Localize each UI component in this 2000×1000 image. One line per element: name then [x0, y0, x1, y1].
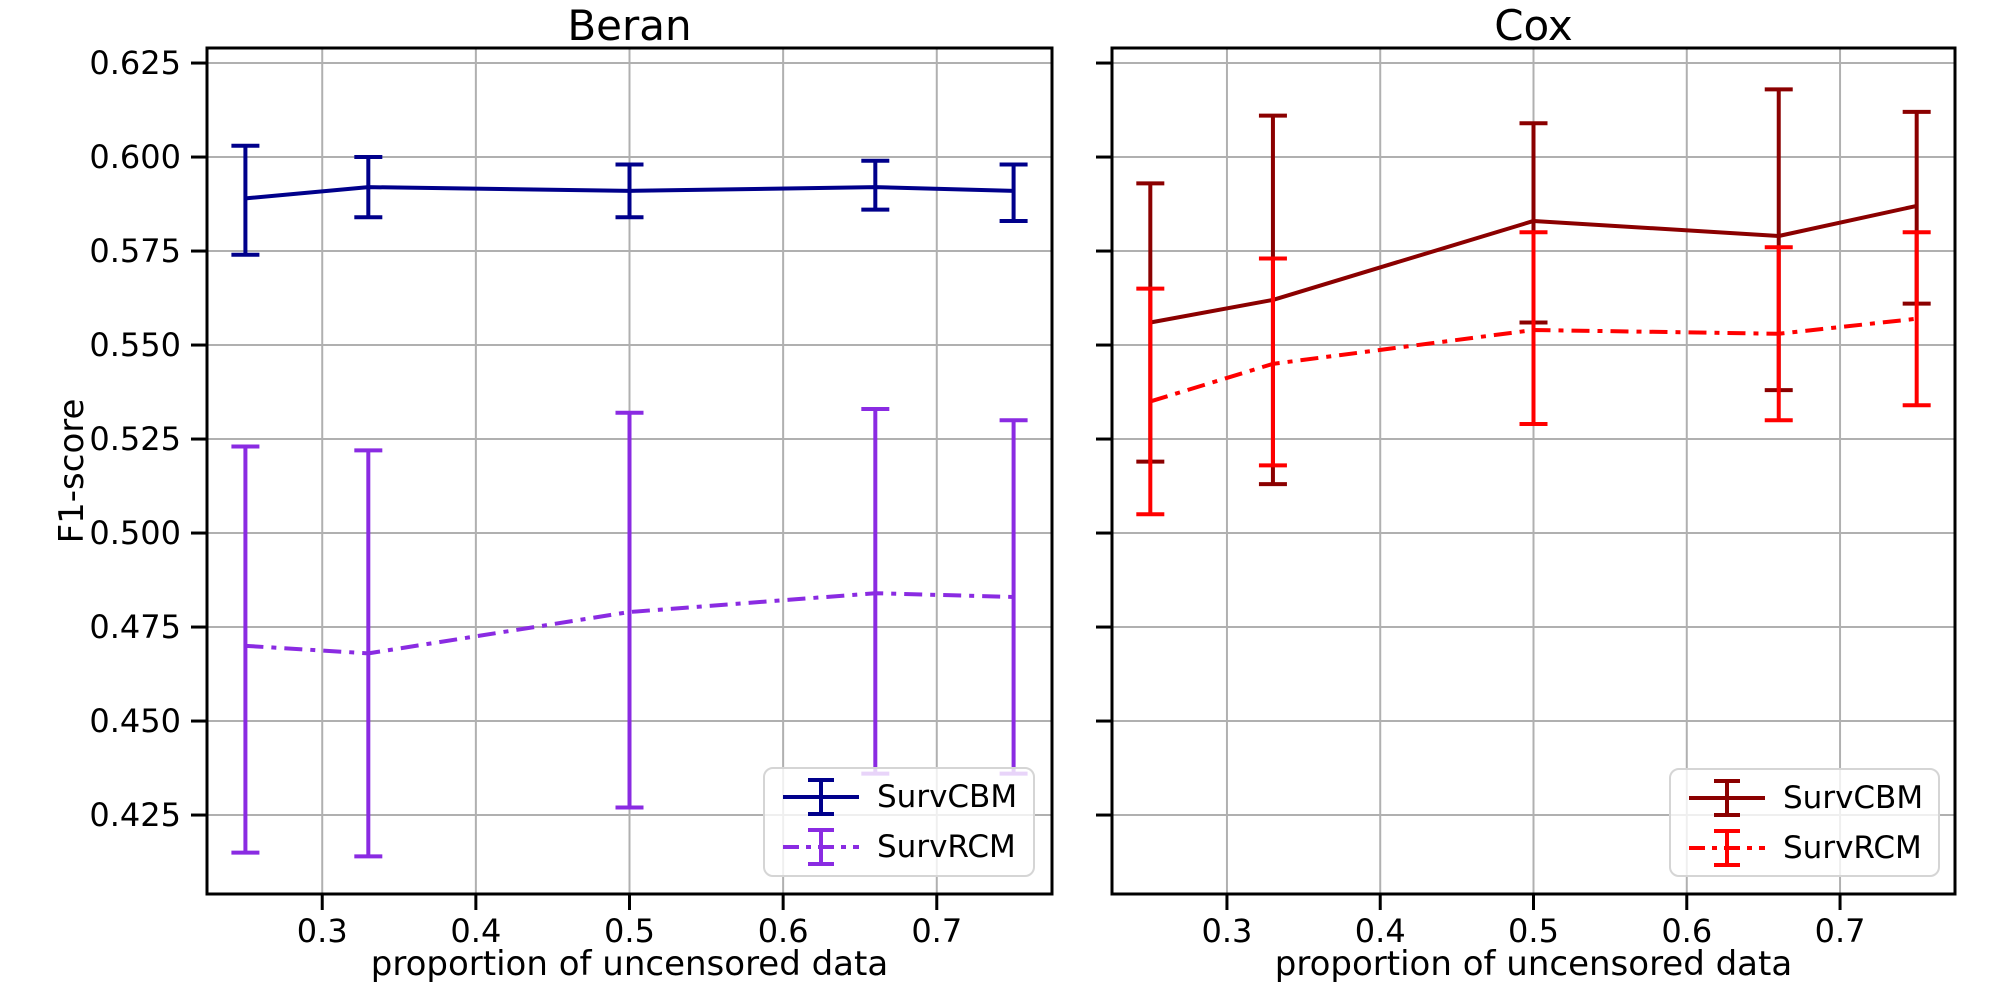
legend-label-survrcm: SurvRCM [1783, 829, 1922, 866]
x-tick-label: 0.7 [911, 912, 962, 950]
x-tick-label: 0.7 [1815, 912, 1866, 950]
y-tick-label: 0.600 [89, 138, 181, 176]
legend-label-survcbm: SurvCBM [1783, 779, 1924, 816]
x-tick-label: 0.6 [758, 912, 809, 950]
x-tick-label: 0.6 [1661, 912, 1712, 950]
y-tick-label: 0.550 [89, 326, 181, 364]
legend-label-survrcm: SurvRCM [877, 829, 1016, 865]
plot-title-beran: Beran [567, 1, 692, 50]
y-axis-label: F1-score [52, 398, 92, 544]
errorbar-glyph-survrcm [1689, 828, 1765, 867]
x-tick-label: 0.4 [1355, 912, 1406, 950]
errorbar-glyph-survrcm [783, 828, 859, 866]
series-line-SurvCBM [245, 185, 1014, 201]
y-tick-label: 0.450 [89, 702, 181, 740]
plot-title-cox: Cox [1494, 1, 1573, 50]
x-tick-label: 0.5 [604, 912, 655, 950]
x-tick-label: 0.3 [297, 912, 348, 950]
legend-label-survcbm: SurvCBM [877, 779, 1018, 815]
y-tick-label: 0.475 [89, 608, 181, 646]
y-tick-label: 0.525 [89, 420, 181, 458]
legend-item-survrcm: SurvRCM [779, 823, 1019, 871]
y-tick-label: 0.575 [89, 232, 181, 270]
errorbar-glyph-survcbm [783, 778, 859, 816]
y-tick-label: 0.500 [89, 514, 181, 552]
x-tick-label: 0.4 [450, 912, 501, 950]
errorbar-glyph-survcbm [1689, 778, 1765, 817]
x-axis-label-cox: proportion of uncensored data [1274, 944, 1793, 984]
series-line-SurvCBM [1149, 203, 1918, 325]
legend-beran: SurvCBM SurvRCM [763, 767, 1035, 877]
legend-item-survrcm: SurvRCM [1685, 824, 1924, 872]
legend-cox: SurvCBM SurvRCM [1669, 768, 1940, 877]
series-line-SurvRCM [1149, 316, 1917, 404]
x-axis-label-beran: proportion of uncensored data [370, 944, 889, 984]
series-line-SurvRCM [245, 591, 1014, 656]
legend-item-survcbm: SurvCBM [1685, 774, 1924, 822]
y-tick-label: 0.625 [89, 44, 181, 82]
legend-item-survcbm: SurvCBM [779, 773, 1019, 821]
x-tick-label: 0.5 [1508, 912, 1559, 950]
x-tick-label: 0.3 [1202, 912, 1253, 950]
y-tick-label: 0.425 [89, 796, 181, 834]
